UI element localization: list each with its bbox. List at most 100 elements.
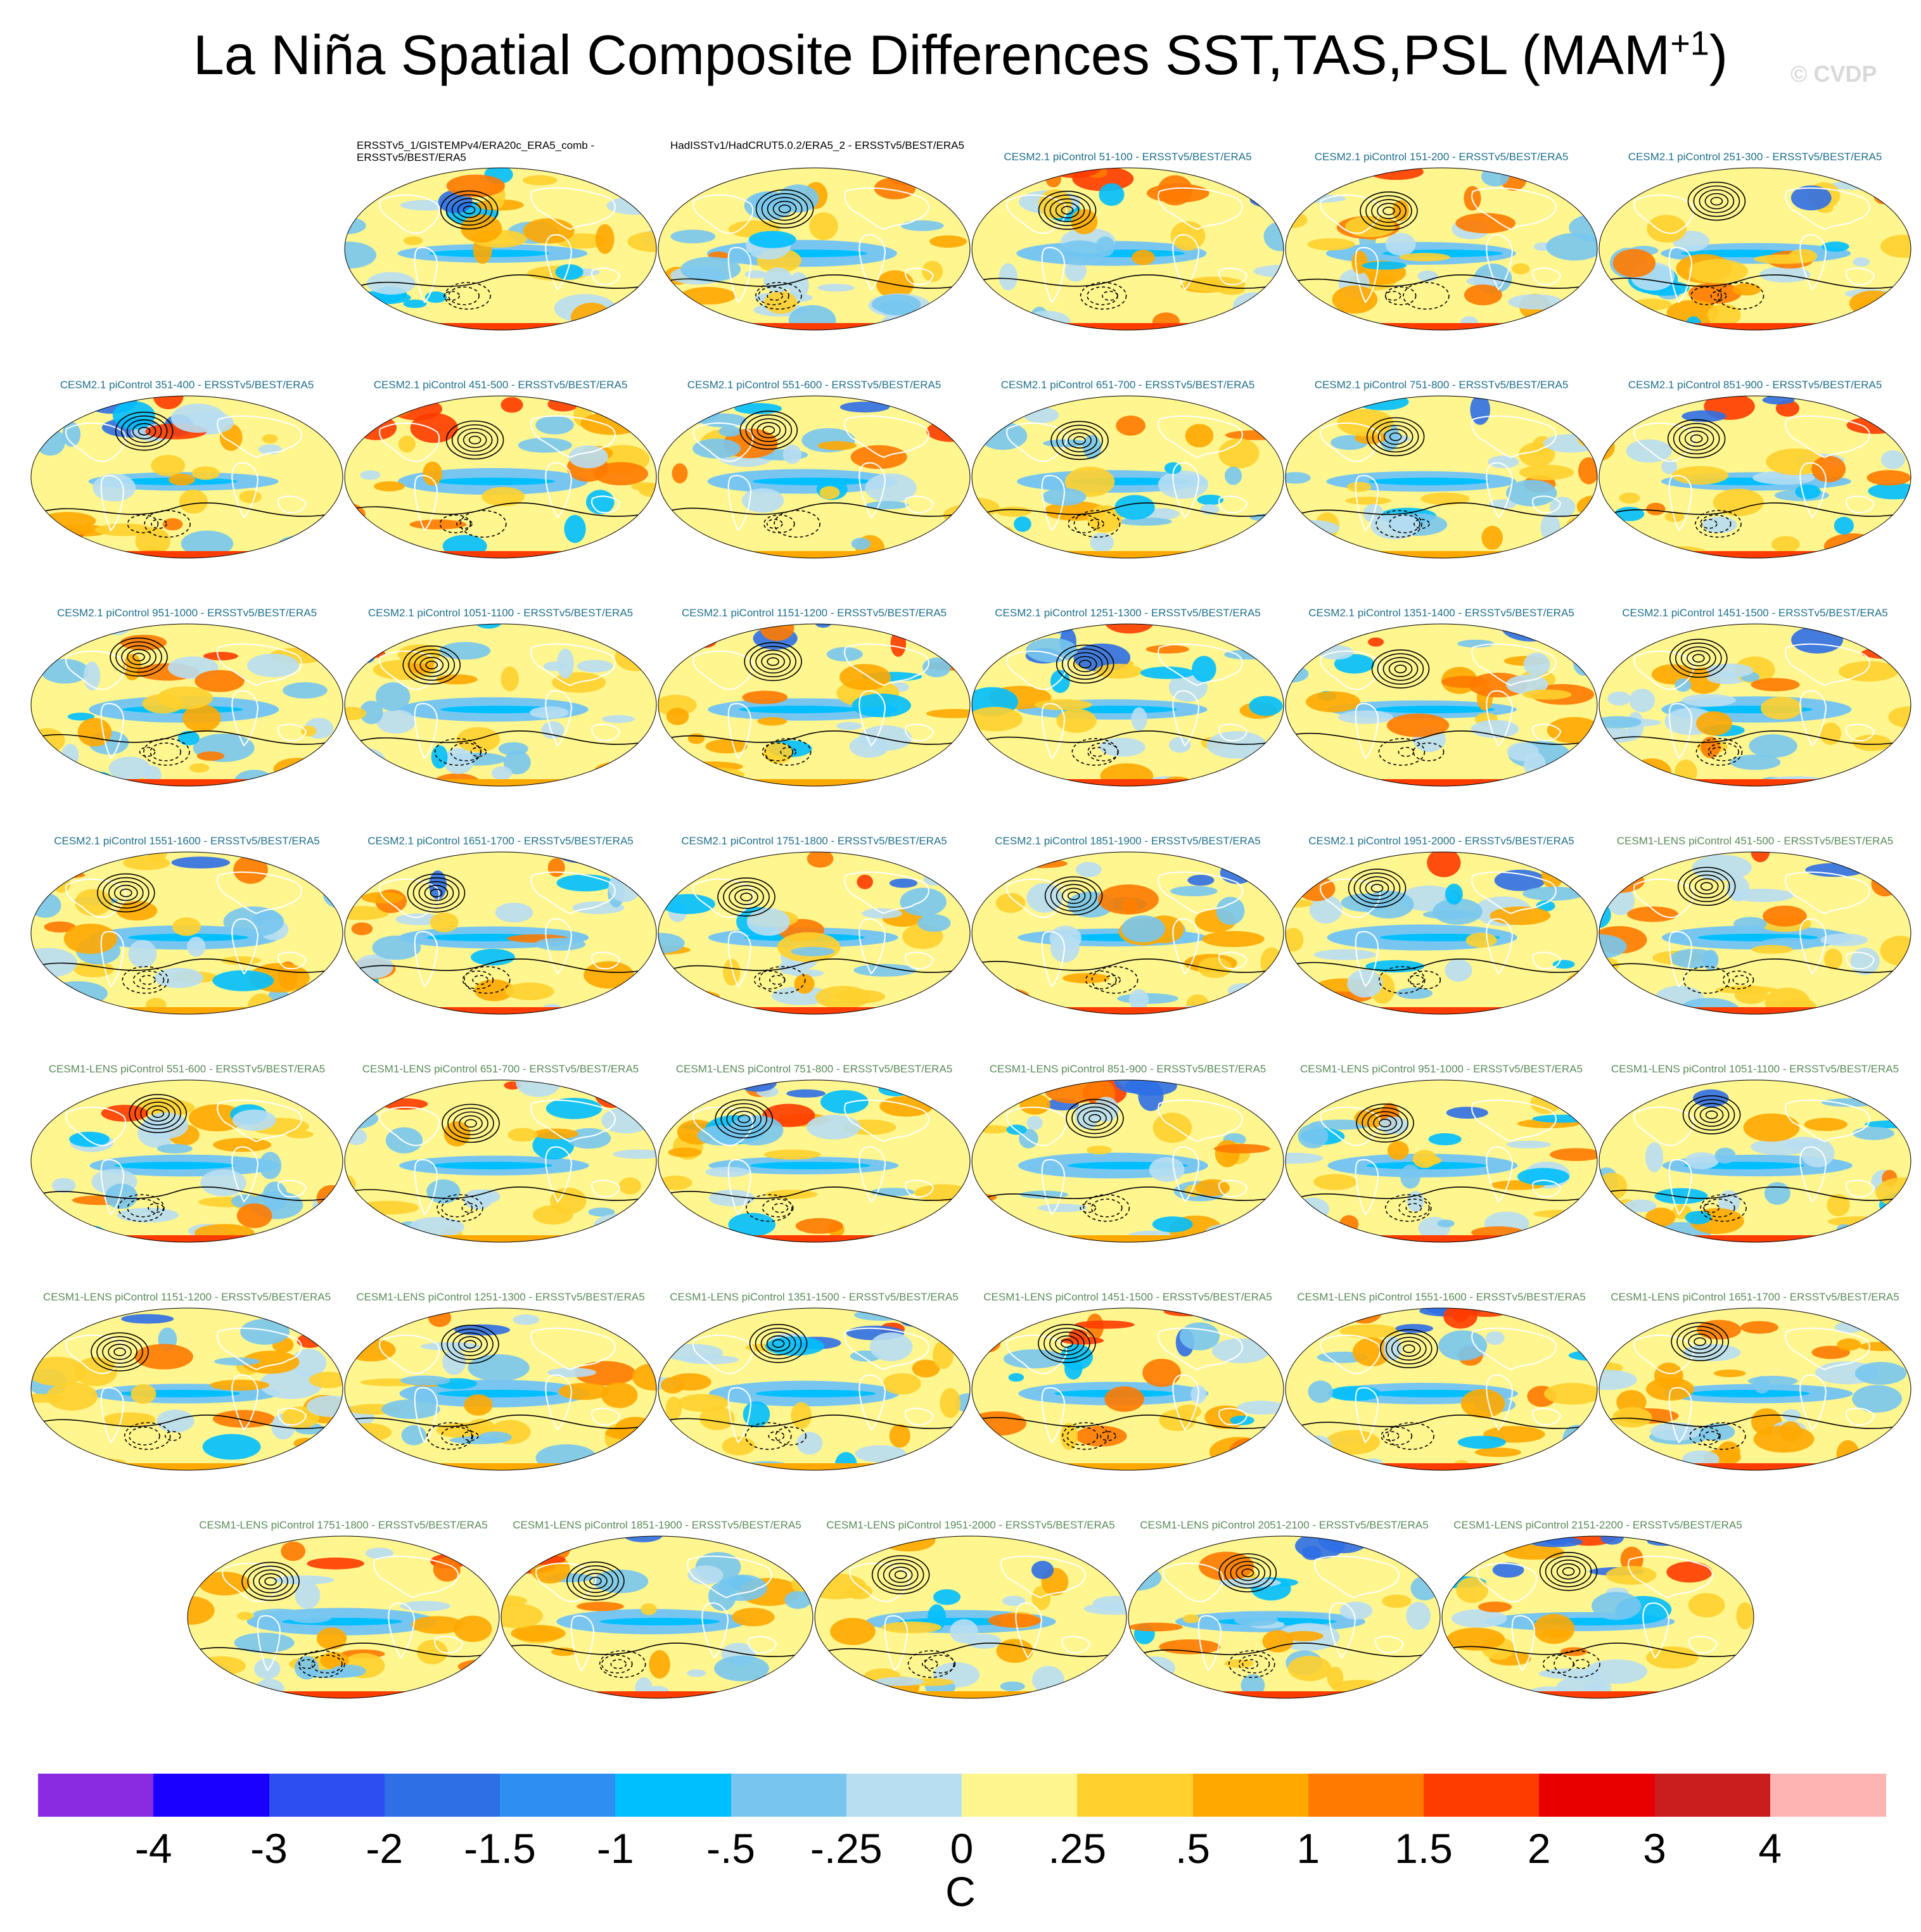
psl-contour-low (1378, 738, 1426, 766)
anomaly-patch (889, 1424, 910, 1448)
anomaly-patch (401, 1425, 426, 1446)
anomaly-patch (1880, 450, 1905, 469)
anomaly-patch (1410, 1575, 1439, 1601)
continent-outline (1511, 1615, 1536, 1672)
anomaly-patch (31, 969, 45, 984)
anomaly-patch (1394, 1670, 1439, 1694)
psl-contour-low (780, 747, 797, 757)
southern-ocean-anomaly (380, 1007, 621, 1014)
anomaly-patch (522, 175, 558, 186)
psl-contour-high (732, 1110, 756, 1128)
southern-ocean-anomaly (1635, 779, 1875, 786)
psl-contour-low (1403, 282, 1450, 310)
map-plot (1599, 395, 1911, 559)
psl-contour-high (751, 418, 787, 442)
anomaly-patch (365, 1548, 394, 1559)
continent-outline (1846, 951, 1875, 970)
anomaly-patch (511, 1625, 566, 1642)
psl-contour-low (924, 1655, 956, 1674)
anomaly-patch (1149, 1157, 1185, 1182)
southern-ocean-anomaly (223, 1691, 464, 1698)
continent-outline (1846, 1179, 1875, 1198)
continent-outline (1172, 462, 1200, 519)
psl-contour-high (1683, 870, 1730, 903)
anomaly-patch (381, 1098, 428, 1110)
anomaly-patch (1699, 1423, 1735, 1441)
anomaly-patch (1599, 630, 1615, 639)
psl-contours (1599, 867, 1911, 994)
anomaly-patch (1666, 1561, 1713, 1583)
anomaly-patch (1804, 1117, 1848, 1131)
anomaly-patch (1617, 1221, 1643, 1242)
anomaly-patch (1714, 1147, 1736, 1164)
anomaly-patch (1465, 932, 1497, 948)
psl-contours (345, 1103, 656, 1222)
southern-ocean-anomaly (1321, 323, 1562, 330)
southern-ocean-anomaly (1635, 551, 1875, 558)
anomaly-patch (1171, 1005, 1235, 1014)
anomaly-patch (403, 236, 423, 245)
anomaly-patch (1861, 647, 1911, 659)
psl-contour-high (447, 1328, 494, 1360)
anomaly-patch (398, 435, 416, 453)
anomaly-patch (1205, 1223, 1252, 1239)
map-plot (344, 1079, 657, 1243)
anomaly-patch (1146, 645, 1189, 654)
continent-outline (1320, 1334, 1381, 1375)
cold-tongue-core (1369, 478, 1490, 485)
anomaly-patch (255, 1679, 284, 1698)
continent-outline (217, 643, 302, 687)
psl-contour-high (1348, 868, 1407, 908)
anomaly-patch (668, 1147, 702, 1157)
continent-outline (1799, 234, 1827, 291)
continent-outline (379, 1106, 440, 1147)
anomaly-patch (1688, 1592, 1725, 1618)
anomaly-patch (1606, 1006, 1653, 1014)
map-panel: CESM1-LENS piControl 2051-2100 - ERSSTv5… (1123, 1508, 1446, 1723)
anomaly-patch (839, 664, 891, 690)
anomaly-patch (658, 537, 704, 558)
psl-contour-low (1412, 742, 1445, 761)
psl-contours (1286, 1103, 1597, 1222)
anomaly-patch (1234, 1613, 1279, 1627)
anomaly-patch (1216, 896, 1245, 925)
colorbar-tick-label: -.25 (810, 1825, 883, 1872)
anomaly-patch (732, 1608, 775, 1627)
psl-contour-high (132, 652, 145, 662)
psl-contour-line (1286, 958, 1597, 973)
continent-outline (591, 723, 621, 742)
southern-ocean-anomaly (1635, 1007, 1875, 1014)
psl-contour-low (907, 1650, 955, 1678)
continent-outline (1785, 871, 1870, 915)
continent-outline (278, 495, 307, 514)
continent-outline (692, 1334, 754, 1375)
anomaly-patch (94, 523, 153, 537)
continent-outline (844, 187, 929, 231)
anomaly-patch (1612, 1407, 1652, 1428)
psl-contour-high (1377, 424, 1414, 449)
anomaly-patch (1169, 737, 1191, 753)
anomaly-patch (1307, 238, 1355, 251)
psl-contour-high (717, 877, 775, 917)
continent-outline (844, 1099, 929, 1143)
anomaly-patch (817, 441, 857, 450)
southern-ocean-anomaly (380, 1463, 621, 1470)
anomaly-patch (262, 1181, 288, 1211)
anomaly-patch (212, 970, 274, 991)
anomaly-patch (51, 1178, 76, 1193)
anomaly-patch (1286, 639, 1306, 666)
anomaly-patch (1599, 863, 1612, 878)
anomaly-patch (1827, 1216, 1887, 1227)
map-border (1599, 1307, 1911, 1471)
continent-outline (530, 415, 616, 459)
map-border (187, 1535, 500, 1699)
anomaly-patch (1771, 536, 1800, 553)
map-border (1285, 395, 1598, 559)
cvdp-watermark: © CVDP (1790, 61, 1877, 87)
anomaly-patch (794, 974, 815, 994)
continent-outline (1158, 187, 1243, 231)
psl-contour-line (1286, 1414, 1597, 1433)
continent-outline (858, 690, 886, 747)
anomaly-patch (1114, 495, 1155, 520)
psl-contour-high (1224, 1557, 1272, 1589)
